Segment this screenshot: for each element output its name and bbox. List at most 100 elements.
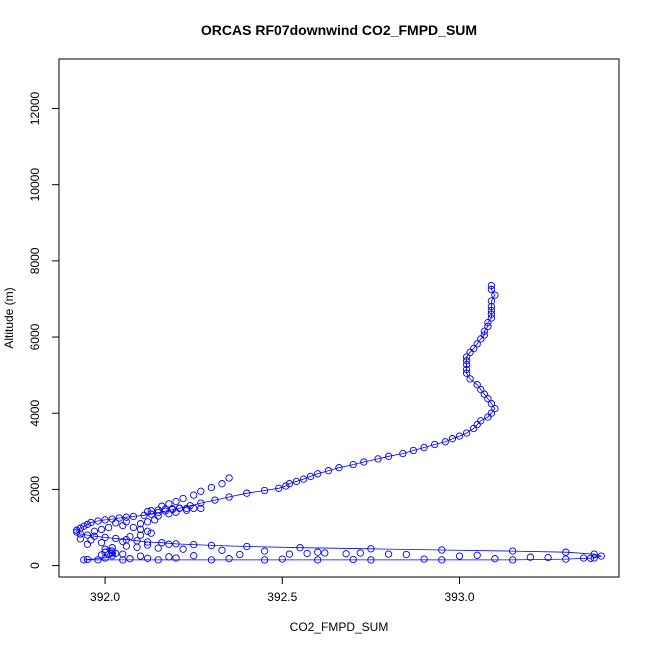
data-point bbox=[243, 489, 251, 497]
data-point bbox=[282, 482, 290, 490]
data-point bbox=[97, 551, 106, 559]
data-point bbox=[207, 556, 216, 564]
data-point bbox=[104, 523, 113, 532]
data-point bbox=[154, 544, 162, 552]
data-point bbox=[197, 499, 205, 507]
data-point bbox=[143, 554, 152, 562]
data-point bbox=[487, 314, 496, 322]
data-point bbox=[97, 539, 106, 547]
data-point bbox=[562, 555, 570, 563]
data-point bbox=[462, 357, 471, 365]
data-point bbox=[126, 532, 134, 541]
data-point bbox=[158, 502, 166, 510]
x-tick-label: 392.5 bbox=[267, 590, 297, 604]
data-point bbox=[491, 555, 499, 563]
data-point bbox=[80, 522, 88, 530]
data-point bbox=[473, 340, 481, 348]
data-point bbox=[101, 545, 109, 553]
data-point bbox=[597, 552, 605, 560]
data-point bbox=[562, 548, 570, 556]
y-tick-label: 12000 bbox=[28, 92, 42, 126]
data-point bbox=[544, 553, 552, 562]
data-point bbox=[172, 508, 180, 516]
data-point bbox=[179, 545, 187, 553]
data-point bbox=[526, 553, 535, 561]
data-point bbox=[278, 555, 286, 563]
data-point bbox=[94, 517, 102, 525]
data-point bbox=[136, 531, 145, 539]
data-point bbox=[420, 555, 428, 563]
y-axis-label: Altitude (m) bbox=[2, 287, 16, 348]
data-point bbox=[473, 381, 481, 389]
data-point bbox=[76, 524, 84, 532]
data-point bbox=[154, 512, 162, 520]
data-point bbox=[374, 455, 382, 463]
data-point bbox=[477, 385, 485, 394]
data-point bbox=[119, 521, 127, 530]
data-point bbox=[448, 435, 457, 443]
data-point bbox=[76, 535, 84, 543]
data-point bbox=[487, 281, 496, 290]
data-point bbox=[477, 335, 485, 343]
data-point bbox=[136, 520, 145, 528]
data-point bbox=[487, 285, 496, 294]
data-point bbox=[87, 536, 95, 544]
x-axis-label: CO2_FMPD_SUM bbox=[290, 620, 389, 634]
data-point bbox=[154, 508, 162, 517]
data-point bbox=[473, 551, 481, 559]
data-point bbox=[165, 540, 173, 548]
data-point bbox=[342, 550, 350, 558]
data-point bbox=[590, 550, 598, 558]
data-point bbox=[356, 549, 364, 557]
data-point bbox=[143, 518, 152, 526]
data-point bbox=[119, 556, 127, 564]
data-point bbox=[349, 460, 357, 469]
data-point bbox=[420, 443, 428, 452]
y-tick-label: 0 bbox=[28, 562, 42, 569]
data-point bbox=[190, 491, 198, 499]
data-point bbox=[314, 470, 322, 478]
data-point bbox=[335, 464, 343, 472]
data-point bbox=[143, 507, 152, 516]
data-point bbox=[260, 556, 269, 564]
data-point bbox=[384, 550, 393, 558]
data-point bbox=[179, 494, 187, 503]
data-point bbox=[462, 429, 471, 437]
data-point bbox=[218, 546, 226, 554]
data-point bbox=[211, 496, 219, 504]
data-point bbox=[484, 318, 492, 327]
data-point bbox=[119, 537, 127, 546]
data-point bbox=[484, 322, 492, 331]
data-point bbox=[83, 540, 92, 548]
data-point bbox=[225, 493, 233, 501]
data-point bbox=[94, 556, 102, 564]
data-point bbox=[83, 531, 92, 539]
data-point bbox=[321, 549, 329, 557]
data-point bbox=[480, 390, 488, 398]
data-point bbox=[491, 404, 499, 413]
data-point bbox=[487, 306, 496, 315]
data-point bbox=[314, 548, 322, 556]
data-point bbox=[147, 507, 155, 515]
data-point bbox=[260, 486, 269, 495]
y-tick-label: 2000 bbox=[28, 476, 42, 503]
data-point bbox=[487, 310, 496, 318]
y-tick-label: 10000 bbox=[28, 168, 42, 202]
data-point bbox=[119, 550, 127, 558]
data-point bbox=[225, 555, 233, 563]
data-point bbox=[143, 527, 152, 535]
y-tick-label: 6000 bbox=[28, 323, 42, 350]
data-point bbox=[586, 554, 595, 562]
series-layer bbox=[73, 281, 605, 564]
data-point bbox=[466, 348, 474, 356]
data-point bbox=[509, 556, 517, 564]
data-point bbox=[487, 297, 496, 305]
data-point bbox=[197, 504, 205, 513]
data-point bbox=[431, 440, 439, 449]
data-point bbox=[101, 516, 109, 524]
data-point bbox=[409, 446, 418, 455]
data-point bbox=[292, 477, 301, 486]
data-point bbox=[462, 365, 471, 374]
data-point bbox=[165, 510, 173, 518]
data-point bbox=[76, 530, 84, 538]
